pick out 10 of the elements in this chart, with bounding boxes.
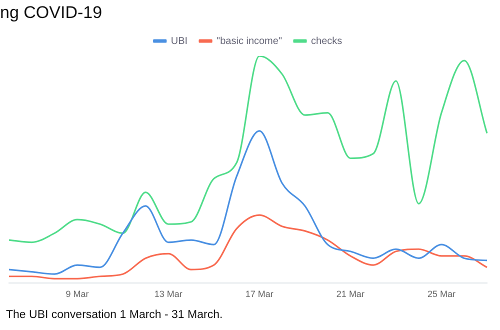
x-tick-label: 25 Mar xyxy=(427,289,456,300)
x-tick-label: 13 Mar xyxy=(154,289,182,300)
x-tick-label: 21 Mar xyxy=(336,289,364,300)
legend-label: UBI xyxy=(170,36,188,47)
chart-title: ng COVID-19 xyxy=(0,3,102,23)
legend-label: "basic income" xyxy=(216,36,282,47)
legend-label: checks xyxy=(311,36,342,47)
text: The UBI conversation 1 March - 31 March. xyxy=(6,309,223,321)
x-tick-label: 9 Mar xyxy=(66,289,89,300)
x-tick-label: 17 Mar xyxy=(245,289,274,300)
